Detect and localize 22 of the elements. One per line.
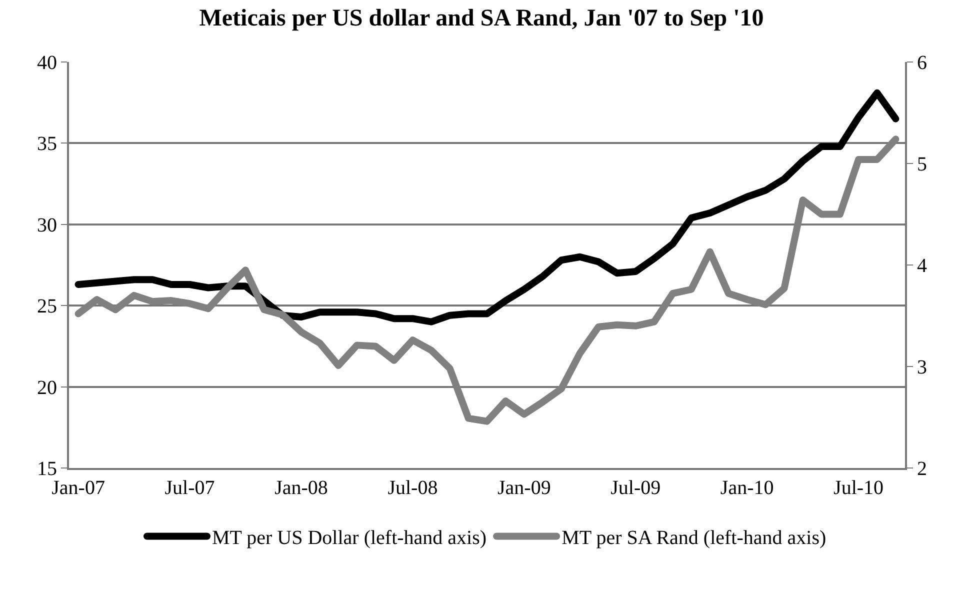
y-tick-label: 25 [37,296,57,318]
y-tick-label: 35 [37,133,57,156]
legend-label: MT per SA Rand (left-hand axis) [562,527,826,550]
y2-tick-label: 2 [917,458,927,480]
x-tick-label: Jul-10 [834,477,884,499]
y2-tick-label: 6 [917,52,927,74]
x-tick-label: Jan-08 [274,477,328,499]
legend-label: MT per US Dollar (left-hand axis) [212,527,487,550]
y2-tick-label: 5 [917,154,927,176]
y-tick-label: 40 [37,52,57,74]
y2-tick-label: 3 [917,356,927,378]
x-tick-label: Jan-07 [52,477,105,499]
x-tick-label: Jul-08 [388,477,438,499]
y-tick-label: 20 [37,376,57,399]
y-tick-label: 30 [37,214,57,236]
x-tick-label: Jan-10 [720,477,774,499]
x-tick-label: Jul-09 [610,477,661,499]
chart-title: Meticais per US dollar and SA Rand, Jan '07 to Sep '10 [199,6,764,32]
x-tick-label: Jul-07 [164,477,215,499]
x-tick-label: Jan-09 [497,477,551,499]
y2-tick-label: 4 [917,255,927,277]
y-tick-label: 15 [37,458,57,480]
